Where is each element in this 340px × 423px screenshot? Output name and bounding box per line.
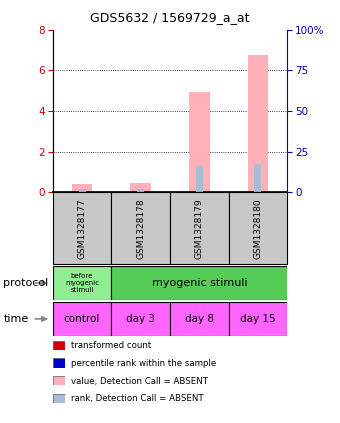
Bar [229,192,287,264]
Bar [112,266,287,300]
Text: before
myogenic
stimuli: before myogenic stimuli [65,273,99,293]
Bar [112,192,170,264]
Bar [248,55,268,192]
Text: value, Detection Call = ABSENT: value, Detection Call = ABSENT [71,376,208,386]
Text: day 8: day 8 [185,314,214,324]
Bar [131,183,151,192]
Bar [53,192,112,264]
Text: GSM1328179: GSM1328179 [195,198,204,259]
Bar [170,302,228,336]
Text: GDS5632 / 1569729_a_at: GDS5632 / 1569729_a_at [90,11,250,24]
Bar [229,302,287,336]
Text: control: control [64,314,100,324]
Text: rank, Detection Call = ABSENT: rank, Detection Call = ABSENT [71,394,204,404]
Text: GSM1328178: GSM1328178 [136,198,145,259]
Bar [72,184,92,192]
Bar [254,164,261,192]
Text: GSM1328180: GSM1328180 [254,198,262,259]
Text: day 15: day 15 [240,314,276,324]
Text: GSM1328177: GSM1328177 [78,198,86,259]
Text: day 3: day 3 [126,314,155,324]
Bar [170,192,228,264]
Bar [189,92,209,192]
Bar [79,190,86,192]
Bar [137,189,144,192]
Bar [53,266,112,300]
Text: transformed count: transformed count [71,341,152,350]
Text: time: time [3,314,29,324]
Bar [53,302,112,336]
Text: myogenic stimuli: myogenic stimuli [152,278,247,288]
Bar [112,302,170,336]
Text: percentile rank within the sample: percentile rank within the sample [71,359,217,368]
Bar [196,166,203,192]
Text: protocol: protocol [3,278,49,288]
